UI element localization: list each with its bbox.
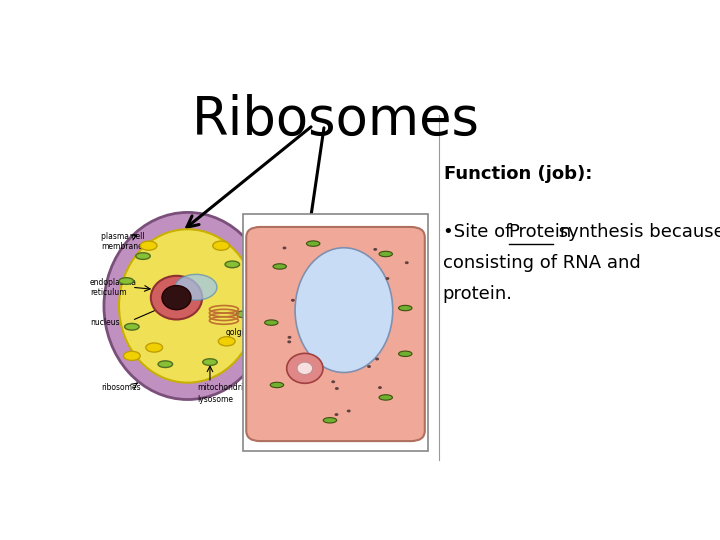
Text: ribosomes: ribosomes xyxy=(101,382,141,392)
Ellipse shape xyxy=(405,261,409,264)
Ellipse shape xyxy=(124,352,140,360)
FancyBboxPatch shape xyxy=(246,227,425,441)
Text: Function (job):: Function (job): xyxy=(444,165,593,183)
Ellipse shape xyxy=(373,248,377,251)
Ellipse shape xyxy=(385,277,390,280)
Ellipse shape xyxy=(291,299,294,302)
Ellipse shape xyxy=(367,365,371,368)
Ellipse shape xyxy=(347,409,351,413)
Text: protein.: protein. xyxy=(443,285,513,303)
Ellipse shape xyxy=(282,246,287,249)
Text: lysosome: lysosome xyxy=(198,395,234,404)
Text: Ribosomes: Ribosomes xyxy=(192,94,480,146)
Text: golgi: golgi xyxy=(225,328,245,338)
Ellipse shape xyxy=(175,274,217,300)
Ellipse shape xyxy=(218,337,235,346)
Text: endoplasma
reticulum: endoplasma reticulum xyxy=(90,278,137,297)
Ellipse shape xyxy=(225,261,240,268)
Ellipse shape xyxy=(158,361,173,368)
Ellipse shape xyxy=(287,353,323,383)
Ellipse shape xyxy=(213,241,230,250)
Ellipse shape xyxy=(125,323,139,330)
Text: •Site of: •Site of xyxy=(443,223,517,241)
Ellipse shape xyxy=(375,357,379,361)
Text: plasma cell
membrane: plasma cell membrane xyxy=(101,232,145,251)
Ellipse shape xyxy=(136,253,150,259)
Ellipse shape xyxy=(265,320,278,325)
Text: mitochondria: mitochondria xyxy=(198,382,248,392)
Ellipse shape xyxy=(203,359,217,366)
Ellipse shape xyxy=(287,340,291,343)
Ellipse shape xyxy=(331,380,335,383)
Text: consisting of RNA and: consisting of RNA and xyxy=(443,254,640,272)
Ellipse shape xyxy=(104,212,271,400)
Ellipse shape xyxy=(335,387,339,390)
Ellipse shape xyxy=(287,336,292,339)
Bar xyxy=(243,214,428,451)
Text: nucleus: nucleus xyxy=(90,318,120,327)
Ellipse shape xyxy=(162,286,191,310)
Ellipse shape xyxy=(295,248,392,373)
Ellipse shape xyxy=(273,264,287,269)
Ellipse shape xyxy=(399,351,412,356)
Ellipse shape xyxy=(119,278,133,285)
Ellipse shape xyxy=(270,382,284,388)
Ellipse shape xyxy=(307,241,320,246)
Ellipse shape xyxy=(297,362,312,375)
Ellipse shape xyxy=(145,343,163,352)
Ellipse shape xyxy=(335,413,338,416)
Text: Protein: Protein xyxy=(508,223,572,241)
Ellipse shape xyxy=(379,251,392,256)
Text: synthesis because it: synthesis because it xyxy=(553,223,720,241)
Ellipse shape xyxy=(140,241,157,250)
Ellipse shape xyxy=(119,230,256,383)
Ellipse shape xyxy=(150,276,202,320)
Ellipse shape xyxy=(378,386,382,389)
Ellipse shape xyxy=(323,417,337,423)
Ellipse shape xyxy=(399,305,412,310)
Ellipse shape xyxy=(379,395,392,400)
Ellipse shape xyxy=(236,311,251,318)
